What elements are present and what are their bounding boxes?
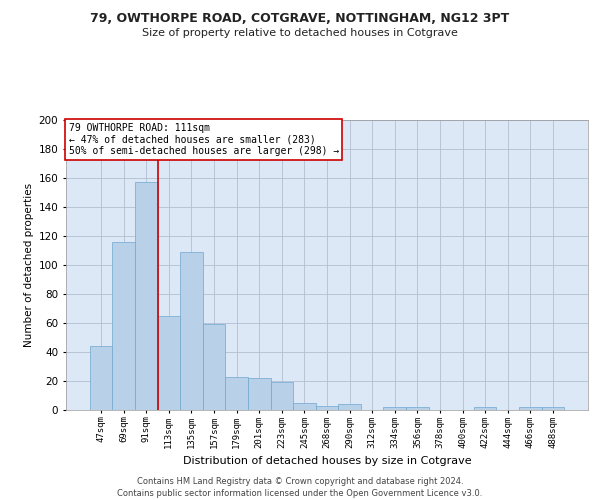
Text: Contains HM Land Registry data © Crown copyright and database right 2024.: Contains HM Land Registry data © Crown c… [137,478,463,486]
Bar [248,378,271,410]
Bar [90,346,112,410]
Bar [383,407,406,410]
Bar [226,376,248,410]
Bar [112,242,135,410]
Bar [406,407,428,410]
X-axis label: Distribution of detached houses by size in Cotgrave: Distribution of detached houses by size … [182,456,472,466]
Bar [135,182,158,410]
Bar [474,407,496,410]
Text: 79 OWTHORPE ROAD: 111sqm
← 47% of detached houses are smaller (283)
50% of semi-: 79 OWTHORPE ROAD: 111sqm ← 47% of detach… [68,123,339,156]
Bar [293,403,316,410]
Bar [203,324,226,410]
Bar [158,316,180,410]
Bar [338,404,361,410]
Text: Contains public sector information licensed under the Open Government Licence v3: Contains public sector information licen… [118,489,482,498]
Bar [519,407,542,410]
Bar [271,382,293,410]
Y-axis label: Number of detached properties: Number of detached properties [25,183,34,347]
Text: 79, OWTHORPE ROAD, COTGRAVE, NOTTINGHAM, NG12 3PT: 79, OWTHORPE ROAD, COTGRAVE, NOTTINGHAM,… [91,12,509,26]
Bar [542,407,564,410]
Bar [316,406,338,410]
Bar [180,252,203,410]
Text: Size of property relative to detached houses in Cotgrave: Size of property relative to detached ho… [142,28,458,38]
